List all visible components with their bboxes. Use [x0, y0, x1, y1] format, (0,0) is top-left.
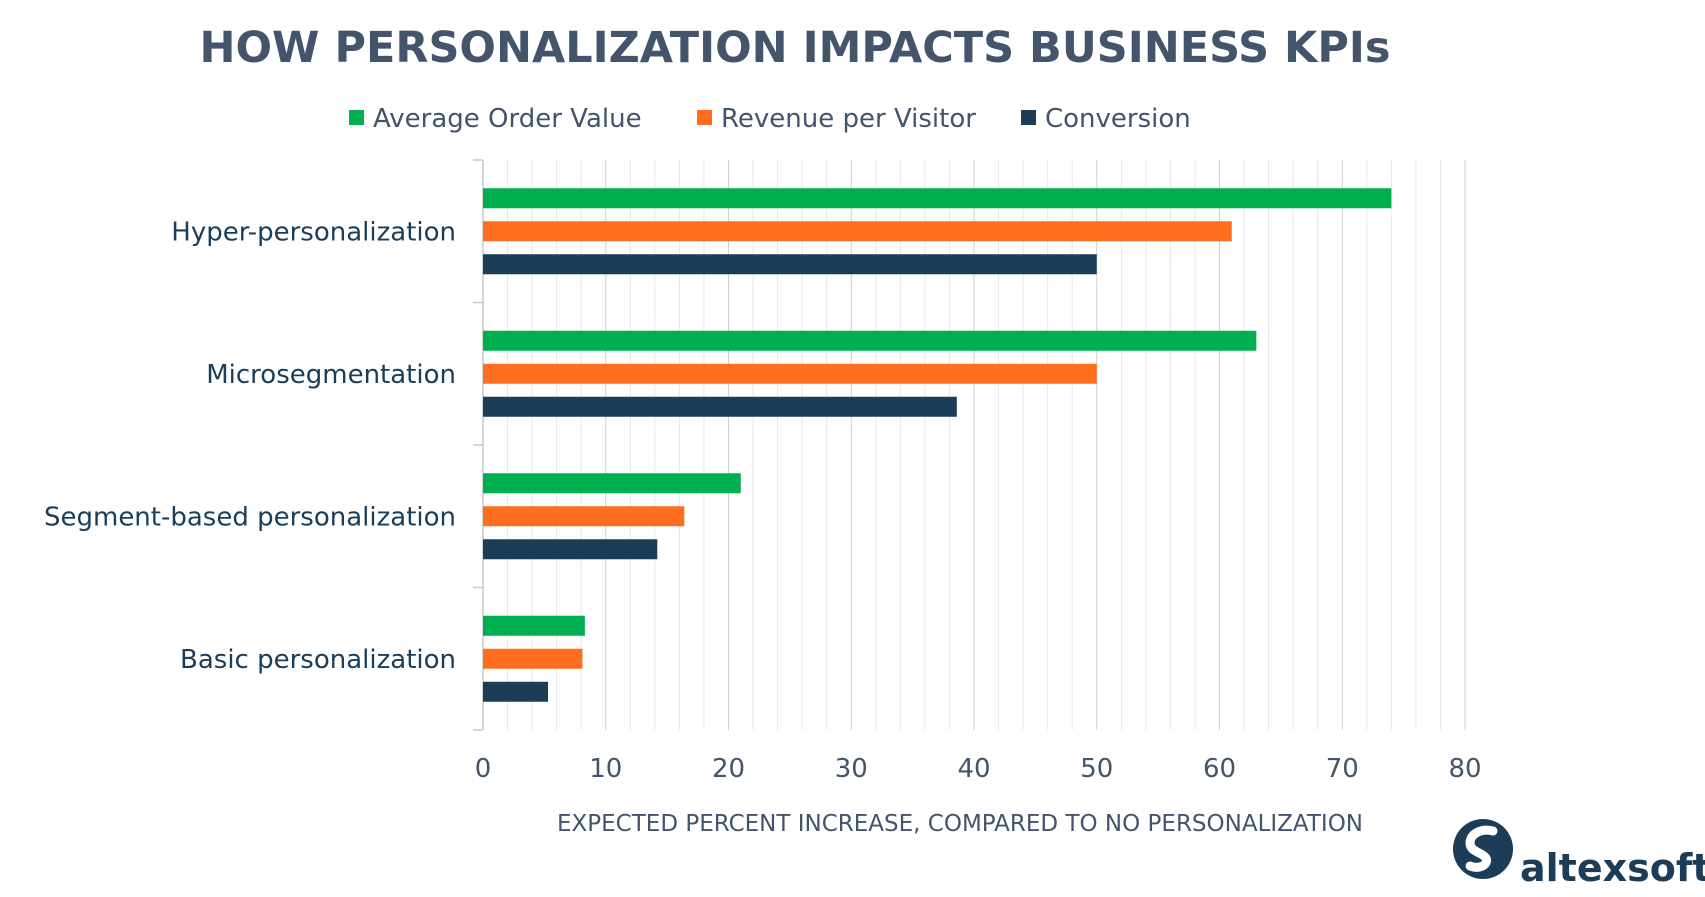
- category-label: Basic personalization: [180, 645, 456, 675]
- legend: Average Order Value Revenue per Visitor Co…: [349, 104, 1191, 134]
- x-tick-label: 40: [957, 754, 990, 784]
- gridlines: [507, 160, 1466, 730]
- bar: [483, 681, 549, 702]
- category-labels: Hyper-personalization Microsegmentation Se…: [44, 217, 456, 675]
- legend-label: Revenue per Visitor: [721, 104, 976, 134]
- bar: [483, 539, 658, 560]
- legend-swatch: [349, 110, 364, 125]
- x-tick-label: 0: [475, 754, 492, 784]
- category-label: Segment-based personalization: [44, 502, 456, 532]
- legend-swatch: [1021, 110, 1036, 125]
- bar: [483, 396, 957, 417]
- bar: [483, 330, 1257, 351]
- altexsoft-logo-icon: [1453, 819, 1513, 879]
- bar: [483, 221, 1232, 242]
- bar: [483, 615, 585, 636]
- bar: [483, 648, 583, 669]
- x-tick-label: 30: [835, 754, 868, 784]
- bar: [483, 473, 741, 494]
- category-label: Microsegmentation: [206, 360, 456, 390]
- brand-logo: altexsoft: [1453, 819, 1705, 890]
- legend-label: Conversion: [1045, 104, 1191, 134]
- bar: [483, 506, 685, 527]
- x-tick-label: 10: [589, 754, 622, 784]
- category-label: Hyper-personalization: [171, 217, 456, 247]
- x-axis-label: EXPECTED PERCENT INCREASE, COMPARED TO N…: [557, 811, 1363, 837]
- bar: [483, 363, 1097, 384]
- bar: [483, 188, 1392, 209]
- brand-name: altexsoft: [1520, 846, 1705, 890]
- x-tick-label: 60: [1203, 754, 1236, 784]
- x-tick-label: 70: [1326, 754, 1359, 784]
- x-tick-label: 80: [1448, 754, 1481, 784]
- x-tick-labels: 0 10 20 30 40 50 60 70 80: [475, 754, 1482, 784]
- legend-label: Average Order Value: [373, 104, 642, 134]
- bars: [483, 188, 1392, 702]
- x-tick-label: 50: [1080, 754, 1113, 784]
- bar: [483, 254, 1097, 275]
- x-tick-label: 20: [712, 754, 745, 784]
- legend-swatch: [697, 110, 712, 125]
- axes: [473, 159, 484, 731]
- chart-title: HOW PERSONALIZATION IMPACTS BUSINESS KPI…: [200, 23, 1391, 73]
